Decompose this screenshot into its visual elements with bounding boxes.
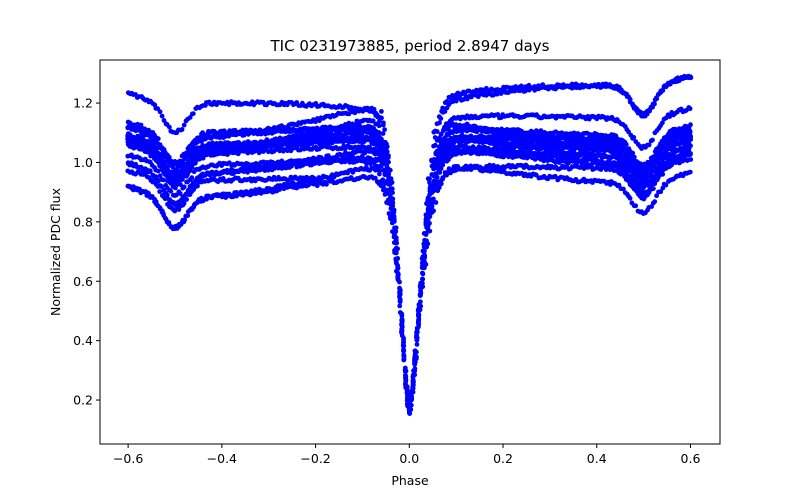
x-tick-label: −0.4 [207,451,237,466]
x-axis-label: Phase [391,473,429,488]
x-tick-label: −0.2 [300,451,330,466]
y-tick-label: 0.4 [73,333,93,348]
x-axis-ticks: −0.6 −0.4 −0.2 0.0 0.2 0.4 0.6 [113,444,701,466]
y-axis-ticks: 0.2 0.4 0.6 0.8 1.0 1.2 [73,96,100,408]
y-tick-label: 0.8 [73,214,93,229]
y-tick-label: 1.0 [73,155,93,170]
x-tick-label: 0.2 [493,451,513,466]
y-axis-label: Normalized PDC flux [48,188,63,316]
chart-title: TIC 0231973885, period 2.8947 days [269,37,549,55]
x-tick-label: 0.4 [587,451,607,466]
x-tick-label: 0.6 [681,451,701,466]
scatter-points [125,73,694,416]
y-tick-label: 0.6 [73,274,93,289]
plot-frame [99,59,721,445]
y-tick-label: 1.2 [73,96,93,111]
y-tick-label: 0.2 [73,393,93,408]
x-tick-label: 0.0 [399,451,419,466]
x-tick-label: −0.6 [113,451,143,466]
